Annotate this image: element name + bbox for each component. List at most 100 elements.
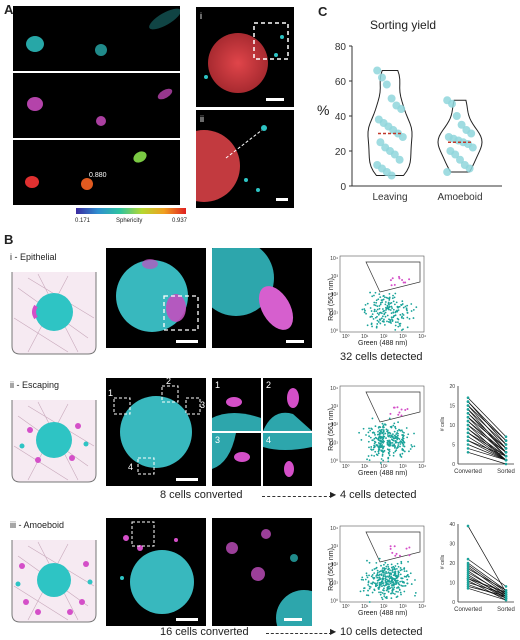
- facs-point: [397, 321, 399, 323]
- facs-point: [369, 307, 372, 309]
- facs-axes-box: [339, 525, 425, 603]
- facs-point: [370, 446, 373, 448]
- pair-point: [466, 451, 470, 454]
- facs-point: [361, 576, 364, 579]
- facs-point: [377, 298, 380, 301]
- facs-point: [401, 312, 404, 315]
- facs-point: [373, 568, 376, 570]
- facs-point: [391, 433, 394, 436]
- facs-point: [383, 592, 386, 595]
- panel-letter-a: A: [4, 2, 14, 17]
- facs-point: [382, 459, 385, 462]
- facs-point: [371, 313, 374, 316]
- facs-point-gated: [400, 408, 403, 411]
- facs-point: [378, 576, 381, 579]
- facs-point-gated: [391, 551, 394, 554]
- facs-point: [411, 445, 414, 448]
- facs-point: [365, 594, 368, 597]
- facs-point: [392, 311, 395, 314]
- violin-point: [467, 129, 476, 138]
- facs-point: [388, 417, 391, 420]
- facs-point: [376, 323, 379, 325]
- facs-point: [395, 568, 398, 570]
- facs-point: [373, 576, 376, 579]
- facs-point: [376, 582, 379, 584]
- facs-point: [377, 321, 380, 323]
- facs-point: [379, 578, 382, 580]
- pair-point: [466, 583, 470, 586]
- facs-point: [378, 293, 381, 296]
- facs-point: [392, 565, 395, 568]
- facs-point: [375, 575, 378, 577]
- facs-point: [364, 303, 367, 306]
- facs-point: [386, 314, 389, 317]
- facs-point: [396, 317, 399, 320]
- facs-point: [412, 317, 415, 319]
- facs-point: [387, 585, 390, 588]
- facs-point: [385, 565, 388, 568]
- facs-point: [407, 560, 409, 563]
- pair-line: [467, 586, 507, 597]
- facs-point: [394, 324, 397, 327]
- facs-point: [367, 584, 370, 586]
- pair-line: [467, 525, 507, 593]
- facs-point: [393, 430, 396, 433]
- facs-point: [366, 559, 368, 562]
- facs-xtick-label: 10⁴: [418, 464, 426, 470]
- pair-point: [504, 594, 508, 598]
- facs-plot-i: 10⁴ 10³ 10² 10¹ 10⁰ 10⁰ 10¹ 10² 10³ 10⁴ Red (561 …: [318, 248, 430, 348]
- facs-point: [362, 427, 365, 430]
- facs-point: [385, 306, 387, 309]
- facs-point: [373, 588, 376, 591]
- facs-point: [403, 445, 406, 448]
- violin-point: [382, 80, 391, 89]
- facs-point-gated: [389, 545, 392, 548]
- facs-point: [360, 439, 363, 441]
- facs-point-gated: [389, 547, 392, 550]
- pair-point: [466, 577, 470, 580]
- facs-point: [382, 577, 385, 580]
- facs-point: [368, 561, 371, 564]
- pair-point: [466, 581, 470, 584]
- pair-line: [467, 582, 507, 595]
- violin-point: [398, 133, 407, 141]
- facs-point-gated: [394, 554, 397, 557]
- facs-point: [380, 573, 383, 576]
- facs-point: [383, 563, 385, 566]
- micro-b-ii-grid: 1 2 3 4: [212, 378, 312, 486]
- facs-point: [398, 305, 401, 308]
- violin-ytick-label: 80: [335, 42, 347, 53]
- facs-point: [389, 569, 391, 572]
- facs-ytick-label: 10¹: [331, 310, 339, 316]
- facs-point-gated: [405, 547, 408, 550]
- facs-point: [366, 576, 369, 579]
- facs-point: [381, 317, 383, 320]
- pair-ytick-label: 20: [449, 384, 455, 390]
- facs-point: [391, 576, 393, 579]
- micro-b-iii-zoom: [212, 518, 312, 626]
- pair-point: [504, 435, 508, 438]
- facs-point: [381, 315, 384, 318]
- facs-point: [377, 586, 380, 589]
- facs-point: [390, 597, 393, 600]
- facs-point: [381, 570, 384, 573]
- sphericity-value: 0.880: [89, 172, 107, 179]
- facs-point: [373, 432, 376, 434]
- facs-point: [377, 430, 379, 433]
- pair-point: [466, 435, 470, 438]
- facs-point: [387, 576, 390, 578]
- facs-point: [400, 593, 402, 596]
- facs-point: [392, 454, 395, 457]
- facs-ytick-label: 10⁴: [330, 256, 338, 262]
- pair-point: [466, 408, 470, 411]
- facs-point: [392, 592, 395, 595]
- facs-point: [383, 324, 386, 326]
- pair-category-label: Converted: [454, 607, 482, 613]
- violin-point: [452, 112, 461, 120]
- pair-line: [467, 444, 507, 461]
- facs-point: [382, 426, 384, 429]
- facs-point: [377, 446, 380, 449]
- facs-point: [396, 429, 399, 432]
- facs-point: [403, 441, 406, 444]
- facs-point: [381, 451, 384, 453]
